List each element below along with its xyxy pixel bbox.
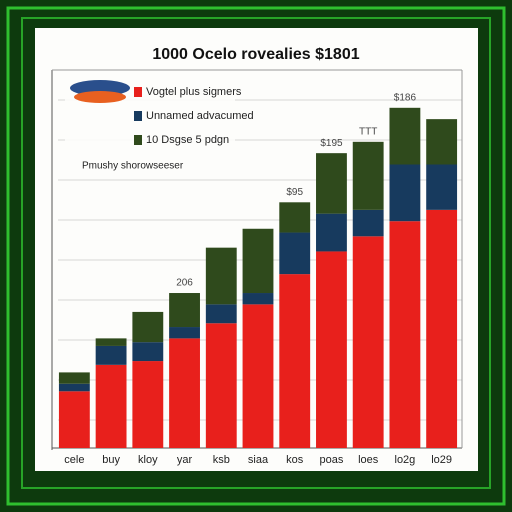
bar-segment: [389, 164, 421, 222]
bar-segment: [58, 372, 90, 384]
x-tick-label: kos: [286, 454, 304, 466]
annotation: $195: [320, 138, 343, 149]
bar-segment: [95, 345, 127, 365]
bar-segment: [316, 213, 347, 252]
legend-note: Pmushy shorowseeser: [82, 161, 184, 172]
legend-label: 10 Dsgse 5 pdgn: [146, 134, 229, 146]
bar-segment: [426, 119, 458, 165]
chart-title: 1000 Ocelo rovealies $1801: [152, 46, 359, 63]
bar-segment: [169, 293, 200, 328]
x-tick-label: buy: [102, 454, 120, 466]
bar-segment: [95, 364, 127, 448]
bar-segment: [132, 361, 164, 448]
bar-segment: [279, 274, 311, 448]
x-tick-label: yar: [177, 454, 193, 466]
legend-swatch: [134, 111, 142, 121]
bar-segment: [169, 338, 200, 448]
bar-segment: [205, 247, 237, 305]
bar-segment: [352, 209, 384, 237]
x-tick-label: loes: [358, 454, 379, 466]
bar-segment: [132, 342, 164, 362]
x-tick-label: poas: [320, 454, 344, 466]
bar-segment: [279, 232, 311, 275]
bar-segment: [58, 383, 90, 392]
bar-segment: [426, 164, 458, 210]
bar-segment: [426, 209, 458, 448]
bar-segment: [205, 323, 237, 448]
bar-segment: [352, 141, 384, 210]
bar-segment: [132, 311, 164, 343]
frame-border: [21, 17, 491, 489]
bar-segment: [389, 221, 421, 448]
frame-border: [6, 6, 506, 506]
bar-segment: [279, 202, 311, 233]
bar-segment: [95, 338, 127, 346]
annotation: TTT: [359, 126, 377, 137]
bar-segment: [242, 304, 274, 448]
bar-segment: [58, 391, 90, 448]
x-tick-label: lo29: [431, 454, 452, 466]
x-tick-label: lo2g: [395, 454, 416, 466]
bar-segment: [205, 304, 237, 324]
annotation: 206: [176, 278, 193, 289]
legend-icon: [74, 91, 126, 103]
bar-segment: [352, 236, 384, 448]
legend-swatch: [134, 87, 142, 97]
bar-segment: [242, 228, 274, 294]
bar-segment: [242, 293, 274, 305]
x-tick-label: siaa: [248, 454, 269, 466]
legend-swatch: [134, 135, 142, 145]
bar-segment: [389, 107, 421, 165]
bar-segment: [316, 153, 347, 214]
annotation: $186: [394, 92, 417, 103]
legend-label: Unnamed advacumed: [146, 110, 254, 122]
bar-segment: [169, 327, 200, 339]
x-tick-label: ksb: [213, 454, 230, 466]
annotation: $95: [286, 187, 303, 198]
bar-segment: [316, 251, 347, 448]
x-tick-label: kloy: [138, 454, 158, 466]
x-tick-label: cele: [64, 454, 84, 466]
legend-icon: [70, 80, 130, 96]
legend-label: Vogtel plus sigmers: [146, 86, 242, 98]
